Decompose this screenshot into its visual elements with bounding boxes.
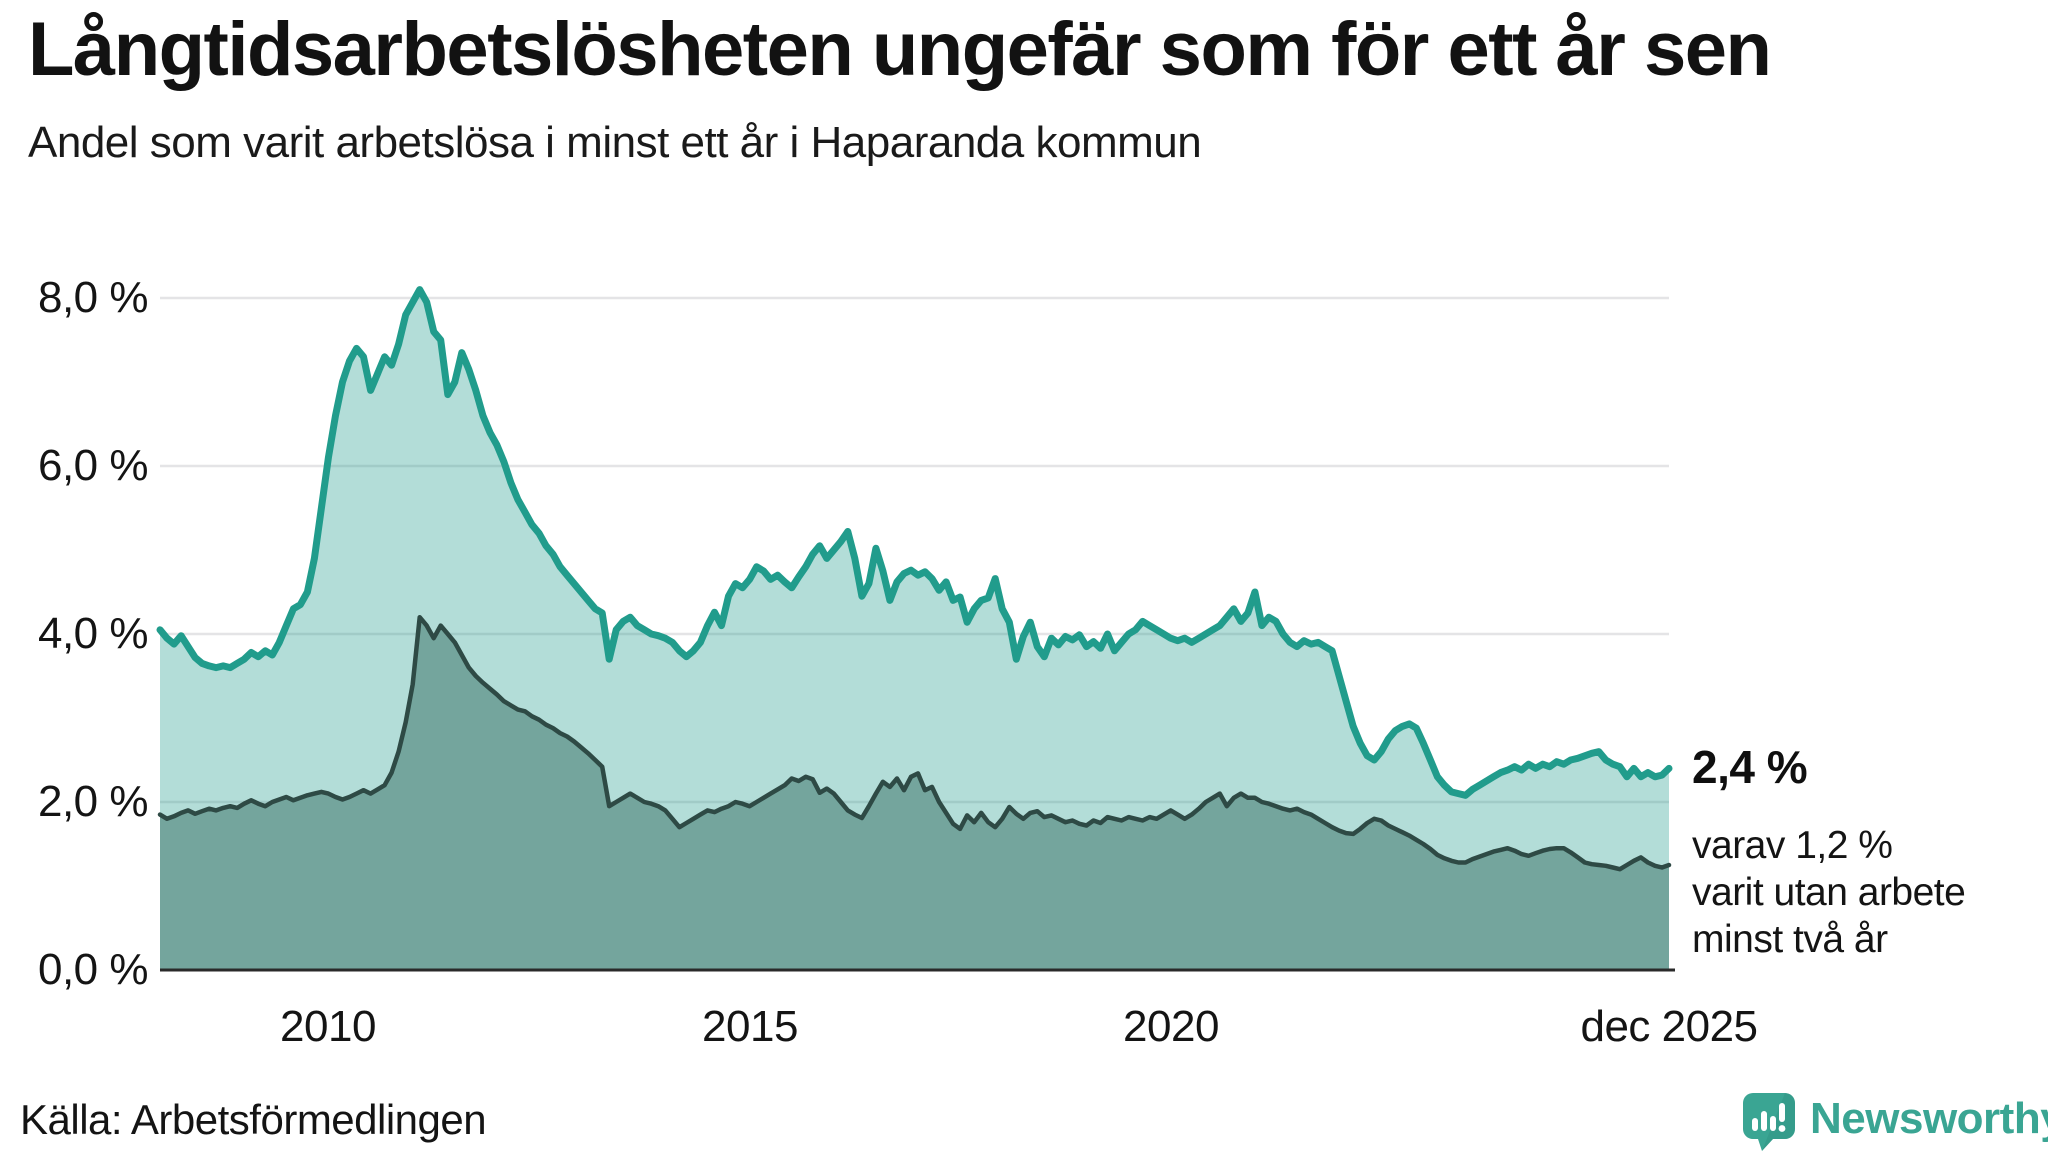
y-axis-label: 8,0 % (37, 273, 149, 322)
line-two-years (157, 614, 1672, 872)
two-year-note: varav 1,2 % varit utan arbete minst två … (1692, 822, 1966, 963)
y-axis-label: 0,0 % (37, 945, 149, 994)
two-year-note-line-1: varav 1,2 % (1692, 824, 1893, 867)
x-axis-label: 2020 (1123, 1002, 1219, 1051)
bar-chart-bar-small (1752, 1118, 1758, 1131)
bar-chart-bar-medium (1770, 1116, 1776, 1131)
page-subtitle: Andel som varit arbetslösa i minst ett å… (28, 118, 1202, 167)
newsworthy-brand: Newsworthy (1742, 1092, 2048, 1152)
y-axis-label: 2,0 % (37, 777, 149, 826)
latest-value-label: 2,4 % (1692, 741, 1808, 793)
brand-name: Newsworthy (1810, 1094, 2048, 1143)
line-one-year (156, 286, 1673, 799)
bar-chart-bar-tall (1761, 1111, 1767, 1131)
two-year-note-line-3: minst två år (1692, 918, 1888, 961)
y-axis-label: 4,0 % (37, 609, 149, 658)
x-axis-label: dec 2025 (1580, 1002, 1758, 1051)
newsworthy-logo-icon (1743, 1093, 1795, 1151)
two-year-note-line-2: varit utan arbete (1692, 871, 1966, 914)
source-attribution: Källa: Arbetsförmedlingen (20, 1096, 487, 1143)
x-axis-label: 2015 (702, 1002, 798, 1051)
exclamation-bar (1779, 1103, 1785, 1122)
area-two-years (160, 617, 1669, 970)
page-title: Långtidsarbetslösheten ungefär som för e… (28, 7, 1772, 92)
x-axis-label: 2010 (280, 1002, 376, 1051)
y-axis-label: 6,0 % (37, 441, 149, 490)
exclamation-dot (1778, 1125, 1786, 1132)
bubble-shading (1762, 1093, 1795, 1151)
